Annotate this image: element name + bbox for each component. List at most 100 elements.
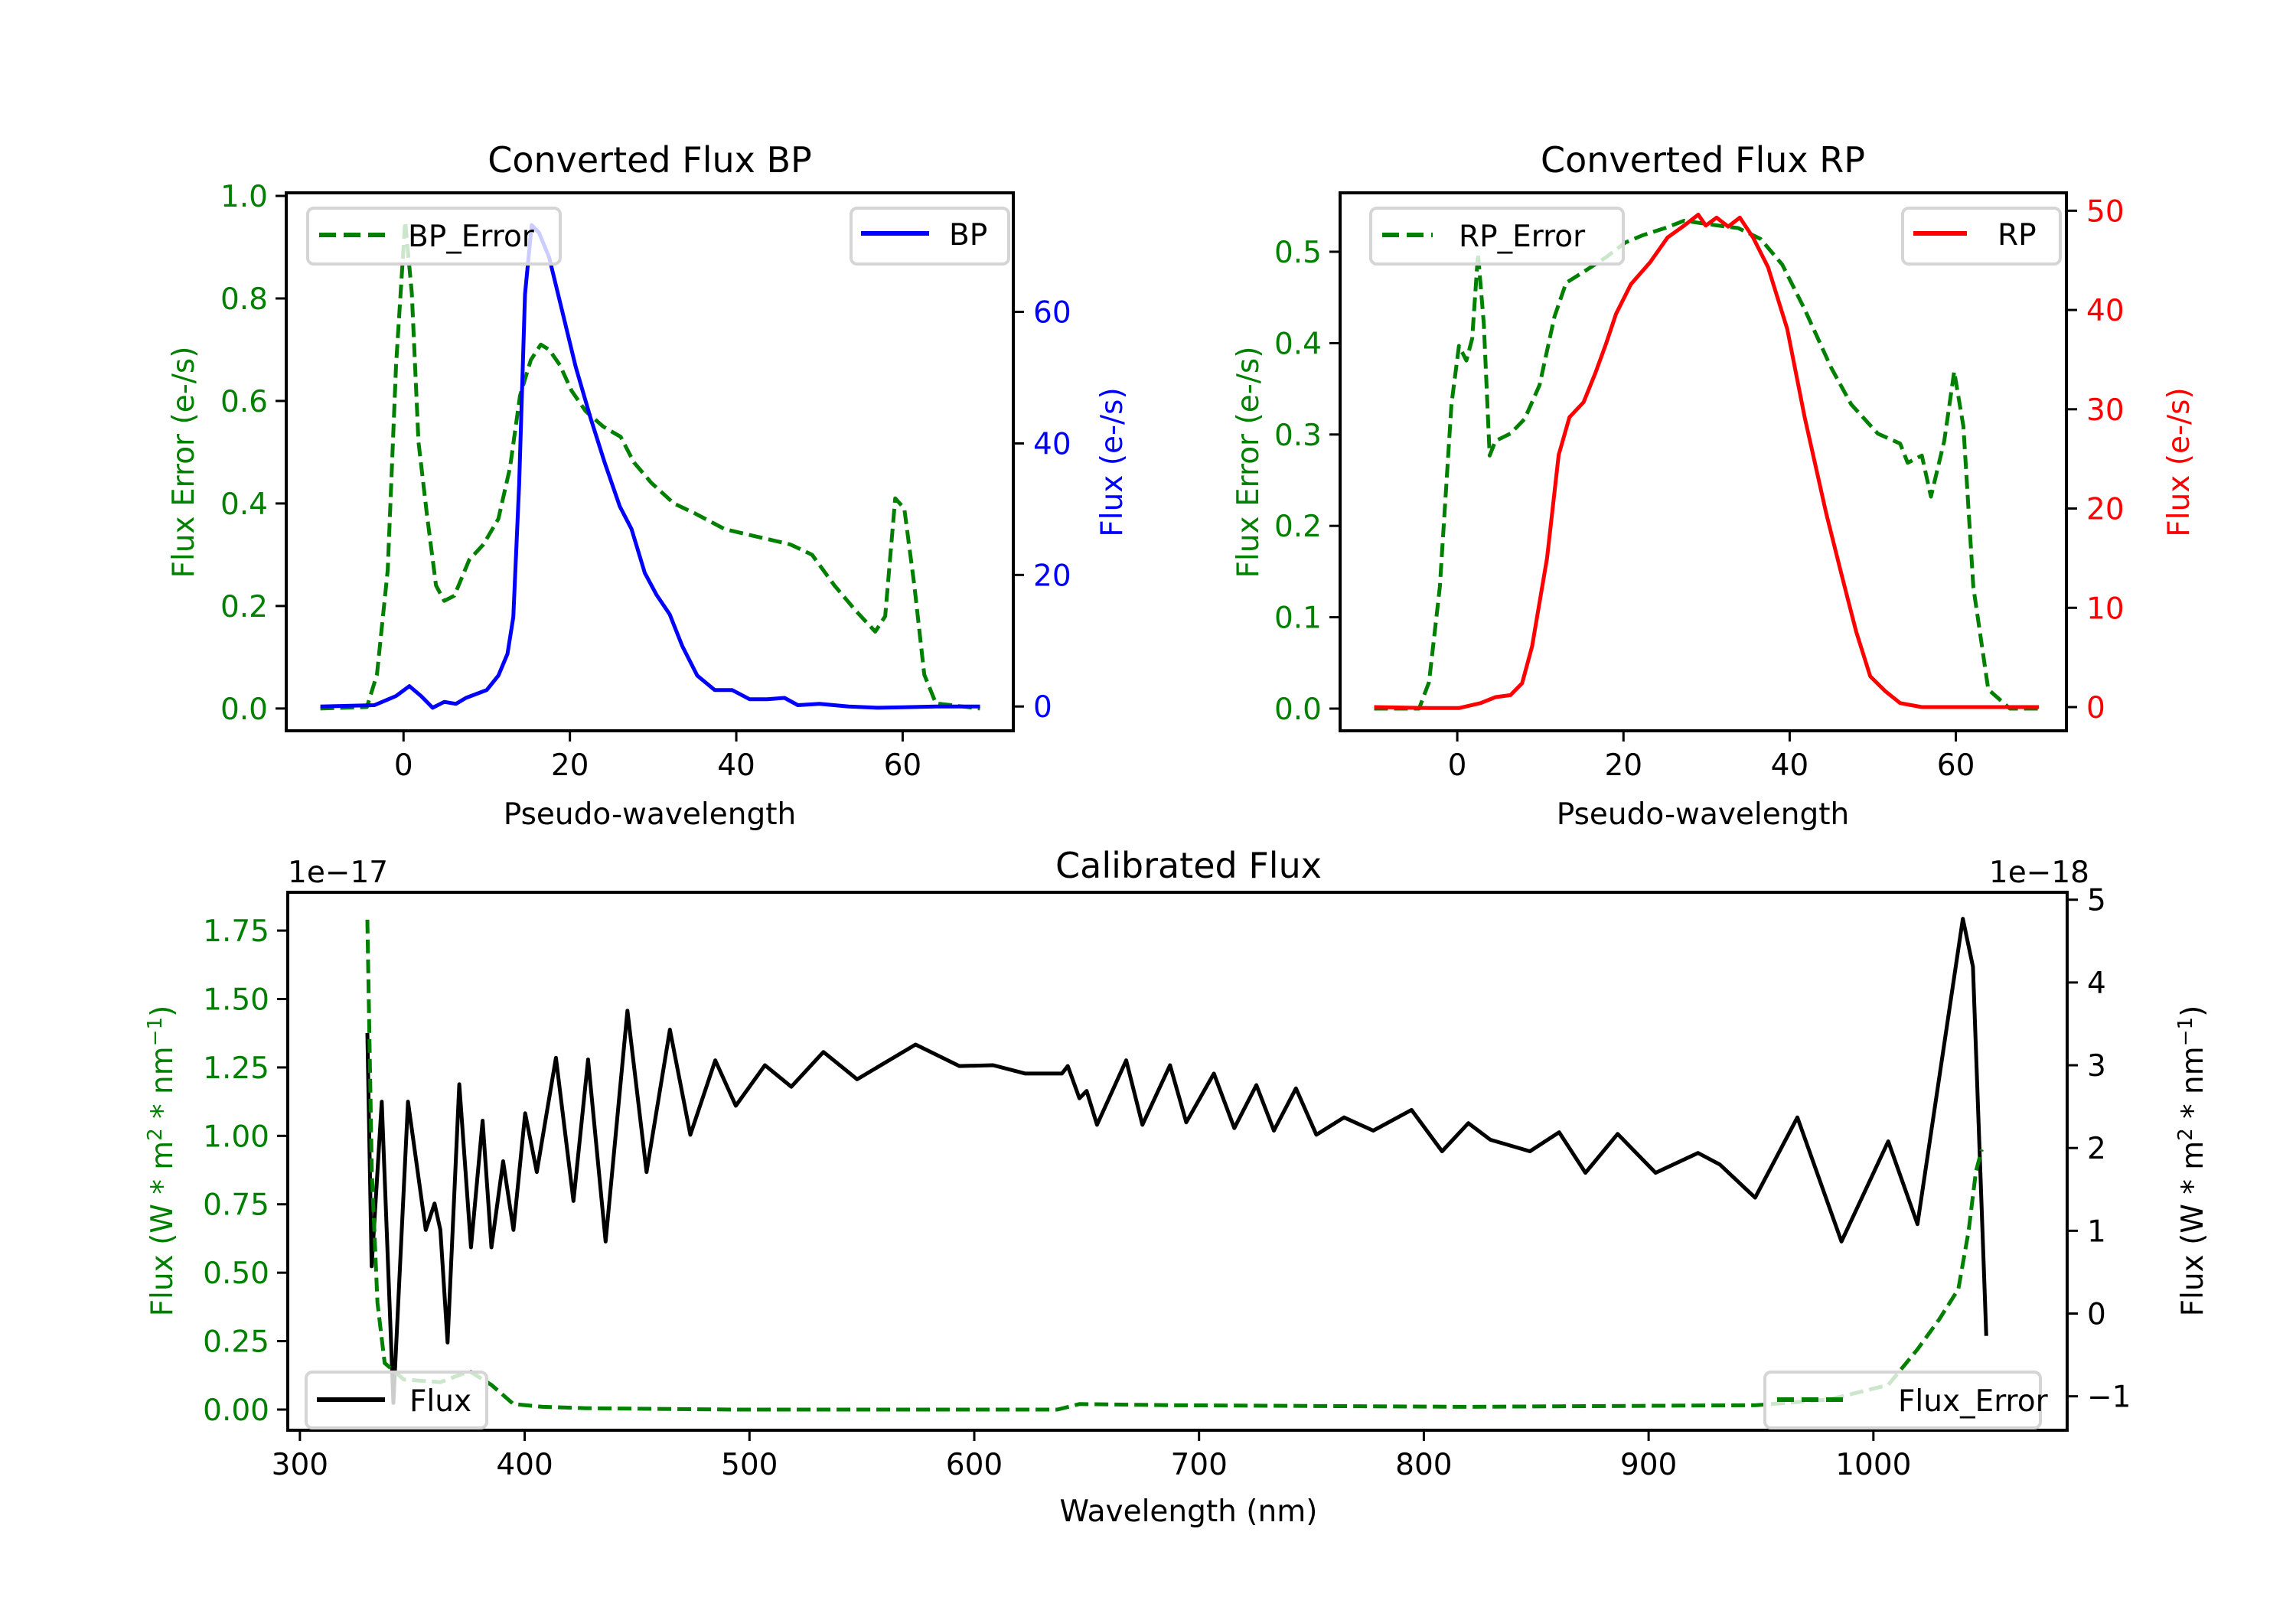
bp-right-y-tick-label: 40 — [1033, 427, 1071, 461]
bp-left-y-tick-label: 0.6 — [220, 385, 268, 419]
calibrated-axes: 300 400 500 600 700 800 900 1000 0.00 0.25 0.50 0.7… — [203, 884, 2131, 1482]
rp-series-rp-error — [1374, 218, 2040, 711]
rp-right-y-tick-label: 10 — [2086, 592, 2125, 626]
bp-axes-frame — [285, 191, 1015, 732]
calibrated-legend-error-label: Flux_Error — [1898, 1384, 2049, 1419]
rp-right-y-tick-label: 40 — [2086, 294, 2125, 328]
bp-right-y-axis-label: Flux (e-/s) — [1095, 387, 1130, 536]
bp-left-y-tick-label: 0.4 — [220, 487, 268, 522]
bp-legend-error-box — [306, 207, 562, 266]
rp-right-y-tick-label: 50 — [2086, 194, 2125, 229]
calibrated-left-y-axis-label: Flux (W * m2 * nm−1) — [144, 1006, 180, 1317]
bp-right-y-tick-label: 60 — [1033, 296, 1071, 331]
rp-right-y-tick-label: 20 — [2086, 493, 2125, 527]
rp-series-layer — [1374, 213, 2040, 711]
bp-x-tick-label: 60 — [884, 748, 922, 783]
calibrated-left-y-tick-label: 0.75 — [203, 1188, 269, 1223]
calibrated-right-y-tick-label: −1 — [2087, 1380, 2131, 1415]
calibrated-legend-flux-box — [305, 1371, 488, 1429]
calibrated-x-tick-label: 300 — [272, 1448, 328, 1482]
rp-subplot: Converted Flux RP 0 20 40 60 0.0 0.1 0.2 0.3 0.4… — [1231, 139, 2197, 832]
rp-legend-flux-box — [1901, 207, 2062, 266]
calibrated-right-y-label-sup2: −1 — [2174, 1017, 2197, 1046]
calibrated-left-y-label-sup1: 2 — [144, 1128, 167, 1141]
bp-left-y-tick-label: 0.2 — [220, 590, 268, 624]
calibrated-left-y-tick-label: 0.50 — [203, 1257, 269, 1291]
calibrated-left-offset-text: 1e−17 — [288, 856, 388, 890]
calibrated-left-y-label-text: Flux (W * m — [145, 1141, 180, 1317]
rp-legend-error-box — [1369, 207, 1625, 266]
calibrated-right-y-axis-label: Flux (W * m2 * nm−1) — [2174, 1006, 2210, 1317]
bp-x-tick-label: 0 — [394, 748, 413, 783]
calibrated-left-y-tick-label: 0.25 — [203, 1325, 269, 1360]
calibrated-x-tick-label: 400 — [496, 1448, 553, 1482]
calibrated-x-tick-label: 800 — [1395, 1448, 1452, 1482]
rp-left-y-tick-label: 0.4 — [1274, 327, 1322, 361]
calibrated-series-flux-error — [365, 919, 1984, 1412]
calibrated-axes-frame — [286, 891, 2069, 1432]
calibrated-left-y-label-mid: * nm — [145, 1046, 180, 1128]
rp-x-tick-label: 40 — [1771, 748, 1809, 783]
calibrated-left-y-tick-label: 1.00 — [203, 1120, 269, 1154]
bp-left-y-tick-label: 0.0 — [220, 693, 268, 727]
calibrated-right-offset-text: 1e−18 — [1989, 856, 2089, 890]
calibrated-right-y-label-text: Flux (W * m — [2176, 1141, 2210, 1317]
calibrated-right-y-label-sup1: 2 — [2174, 1128, 2197, 1141]
calibrated-x-tick-label: 900 — [1620, 1448, 1677, 1482]
calibrated-x-tick-label: 1000 — [1835, 1448, 1911, 1482]
rp-x-axis-label: Pseudo-wavelength — [1557, 797, 1849, 832]
bp-left-y-tick-label: 0.8 — [220, 282, 268, 317]
calibrated-right-y-tick-label: 2 — [2087, 1132, 2106, 1166]
calibrated-right-y-label-mid: * nm — [2176, 1046, 2210, 1128]
bp-series-bp-error — [320, 220, 980, 711]
rp-left-y-tick-label: 0.3 — [1274, 419, 1322, 453]
calibrated-x-axis-label: Wavelength (nm) — [1060, 1495, 1318, 1529]
bp-legend-flux-label: BP — [949, 218, 987, 253]
calibrated-x-tick-label: 700 — [1170, 1448, 1227, 1482]
rp-left-y-tick-label: 0.0 — [1274, 693, 1322, 727]
bp-legend-error: BP_Error — [306, 207, 562, 266]
calibrated-legend-flux: Flux — [305, 1371, 488, 1429]
rp-left-y-tick-label: 0.1 — [1274, 601, 1322, 636]
bp-series-bp — [320, 223, 980, 710]
bp-right-y-tick-label: 20 — [1033, 559, 1071, 593]
calibrated-right-y-tick-label: 3 — [2087, 1049, 2106, 1084]
calibrated-right-y-tick-label: 5 — [2087, 884, 2106, 918]
calibrated-right-y-tick-label: 1 — [2087, 1214, 2106, 1249]
bp-series-layer — [320, 220, 980, 711]
calibrated-x-tick-label: 600 — [946, 1448, 1003, 1482]
bp-left-y-axis-label: Flux Error (e-/s) — [167, 347, 201, 579]
rp-legend-error: RP_Error — [1369, 207, 1625, 266]
calibrated-left-y-tick-label: 0.00 — [203, 1393, 269, 1428]
calibrated-legend-error-box — [1763, 1371, 2042, 1429]
calibrated-series-flux — [365, 917, 1988, 1405]
rp-x-tick-label: 60 — [1937, 748, 1975, 783]
rp-left-y-tick-label: 0.2 — [1274, 510, 1322, 544]
rp-right-y-axis-label: Flux (e-/s) — [2162, 387, 2197, 536]
bp-right-y-tick-label: 0 — [1033, 690, 1052, 725]
calibrated-right-y-tick-label: 4 — [2087, 966, 2106, 1001]
bp-legend-flux-box — [850, 207, 1010, 266]
calibrated-left-y-tick-label: 1.25 — [203, 1051, 269, 1086]
bp-x-axis-label: Pseudo-wavelength — [504, 797, 796, 832]
rp-right-y-tick-label: 30 — [2086, 393, 2125, 428]
bp-legend-flux: BP — [850, 207, 1010, 266]
bp-left-y-tick-label: 1.0 — [220, 180, 268, 214]
rp-axes-frame — [1339, 191, 2068, 732]
calibrated-left-y-tick-label: 1.50 — [203, 983, 269, 1017]
rp-legend-error-label: RP_Error — [1459, 220, 1586, 254]
bp-legend-error-label: BP_Error — [408, 220, 535, 254]
bp-title: Converted Flux BP — [488, 139, 812, 181]
bp-subplot: Converted Flux BP 0 20 40 60 0.0 0.2 0.4 0.6 0.8… — [167, 139, 1130, 832]
bp-axes: 0 20 40 60 0.0 0.2 0.4 0.6 0.8 1.0 0 20 40 60 — [220, 180, 1071, 783]
rp-x-tick-label: 0 — [1448, 748, 1467, 783]
calibrated-left-y-tick-label: 1.75 — [203, 914, 269, 949]
calibrated-legend-error: Flux_Error — [1763, 1371, 2049, 1429]
calibrated-title: Calibrated Flux — [1055, 845, 1322, 886]
rp-title: Converted Flux RP — [1541, 139, 1865, 181]
calibrated-legend-flux-label: Flux — [409, 1384, 471, 1419]
rp-left-y-tick-label: 0.5 — [1274, 236, 1322, 270]
rp-x-tick-label: 20 — [1604, 748, 1642, 783]
bp-x-tick-label: 40 — [717, 748, 755, 783]
